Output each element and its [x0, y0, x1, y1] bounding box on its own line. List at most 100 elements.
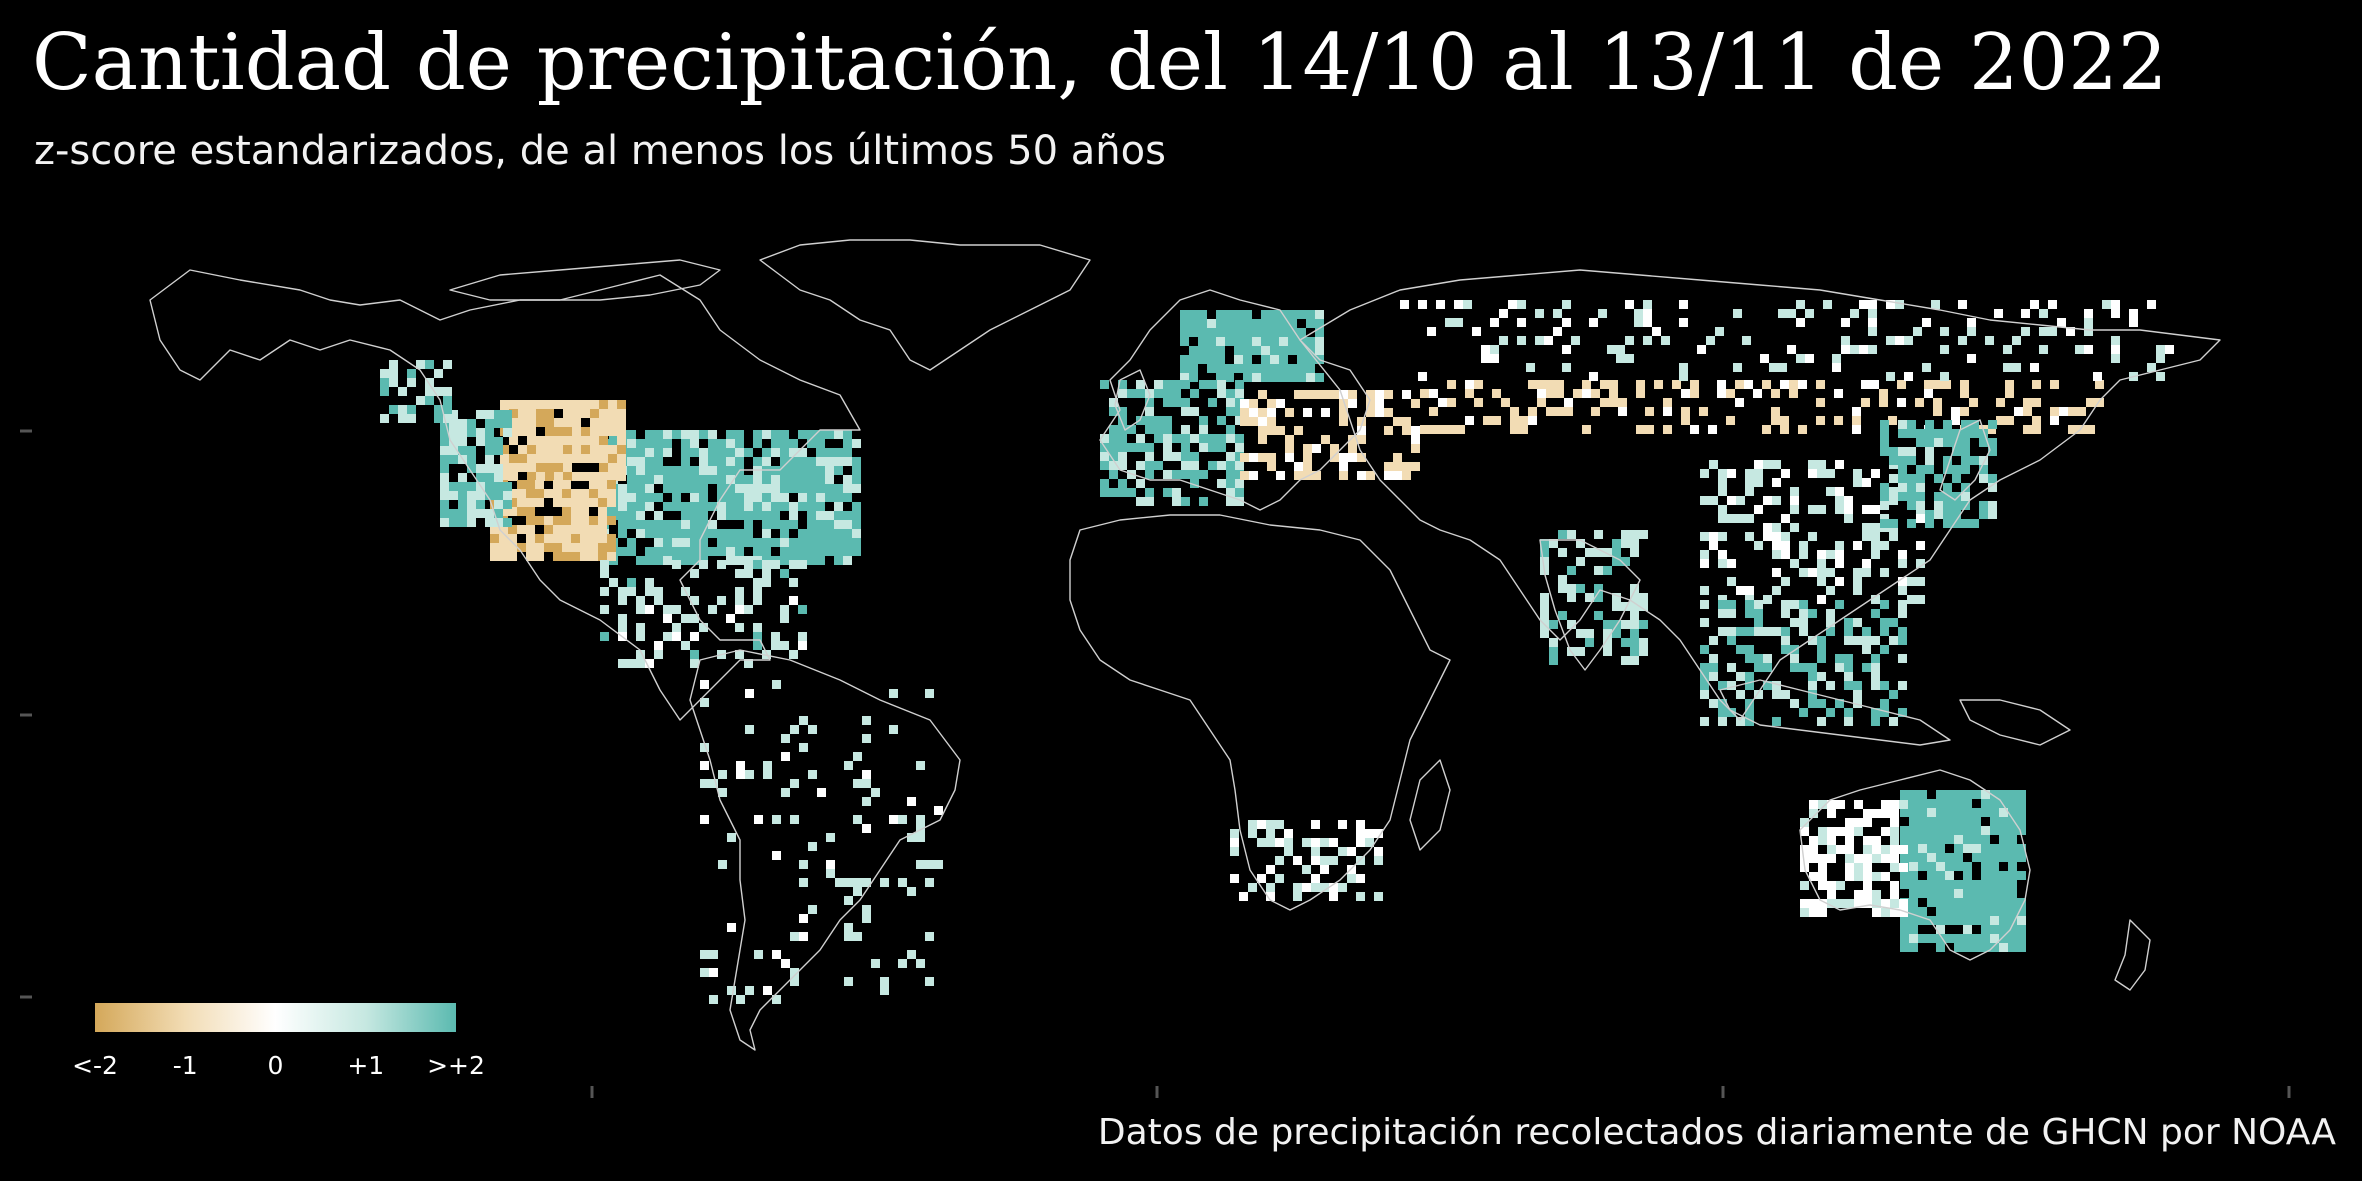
- station-cell: [735, 430, 744, 439]
- station-cell: [1972, 826, 1981, 835]
- station-cell: [843, 556, 852, 565]
- station-cell: [681, 547, 690, 556]
- station-cell: [1890, 908, 1899, 917]
- station-cell: [1257, 820, 1266, 829]
- station-cell: [458, 518, 467, 527]
- station-cell: [1679, 363, 1688, 372]
- station-cell: [1249, 408, 1258, 417]
- station-cell: [1963, 943, 1972, 952]
- station-cell: [589, 552, 598, 561]
- station-cell: [636, 493, 645, 502]
- station-cell: [690, 430, 699, 439]
- station-cell: [1890, 845, 1899, 854]
- station-cell: [527, 472, 536, 481]
- station-cell: [536, 400, 545, 409]
- station-cell: [790, 779, 799, 788]
- station-cell: [517, 525, 526, 534]
- station-cell: [2039, 345, 2048, 354]
- station-cell: [1270, 328, 1279, 337]
- station-cell: [1700, 618, 1709, 627]
- station-cell: [1772, 627, 1781, 636]
- station-cell: [1963, 925, 1972, 934]
- station-cell: [1963, 808, 1972, 817]
- station-cell: [1835, 541, 1844, 550]
- station-cell: [780, 502, 789, 511]
- station-cell: [1967, 318, 1976, 327]
- station-cell: [1972, 880, 1981, 889]
- station-cell: [1288, 328, 1297, 337]
- station-cell: [735, 457, 744, 466]
- station-cell: [536, 436, 545, 445]
- station-cell: [1181, 470, 1190, 479]
- station-cell: [1199, 470, 1208, 479]
- station-cell: [1809, 845, 1818, 854]
- station-cell: [807, 475, 816, 484]
- station-cell: [1302, 865, 1311, 874]
- station-cell: [1315, 337, 1324, 346]
- station-cell: [1109, 398, 1118, 407]
- station-cell: [1945, 826, 1954, 835]
- station-cell: [771, 484, 780, 493]
- station-cell: [1366, 390, 1375, 399]
- station-cell: [1154, 434, 1163, 443]
- station-cell: [1916, 505, 1925, 514]
- station-cell: [1940, 327, 1949, 336]
- station-cell: [663, 529, 672, 538]
- station-cell: [789, 547, 798, 556]
- station-cell: [2165, 345, 2174, 354]
- station-cell: [762, 578, 771, 587]
- station-cell: [1284, 847, 1293, 856]
- station-cell: [1709, 460, 1718, 469]
- station-cell: [1909, 925, 1918, 934]
- station-cell: [1823, 300, 1832, 309]
- station-cell: [735, 547, 744, 556]
- station-cell: [1709, 663, 1718, 672]
- station-cell: [780, 569, 789, 578]
- station-cell: [598, 525, 607, 534]
- station-cell: [645, 448, 654, 457]
- station-cell: [2084, 345, 2093, 354]
- station-cell: [2017, 916, 2026, 925]
- australia-outline: [1799, 769, 2031, 961]
- station-cell: [1972, 934, 1981, 943]
- station-cell: [1230, 829, 1239, 838]
- station-cell: [1999, 817, 2008, 826]
- station-cell: [1603, 638, 1612, 647]
- station-cell: [1490, 318, 1499, 327]
- station-cell: [1118, 416, 1127, 425]
- station-cell: [1827, 854, 1836, 863]
- station-cell: [476, 410, 485, 419]
- station-cell: [1970, 429, 1979, 438]
- station-cell: [1872, 908, 1881, 917]
- station-cell: [1862, 645, 1871, 654]
- station-cell: [1745, 708, 1754, 717]
- station-cell: [1456, 425, 1465, 434]
- station-cell: [1553, 327, 1562, 336]
- station-cell: [2017, 898, 2026, 907]
- station-cell: [798, 493, 807, 502]
- station-cell: [1872, 872, 1881, 881]
- station-cell: [1609, 398, 1618, 407]
- station-cell: [1499, 309, 1508, 318]
- station-cell: [1472, 327, 1481, 336]
- station-cell: [1981, 871, 1990, 880]
- station-cell: [536, 409, 545, 418]
- station-cell: [485, 482, 494, 491]
- station-cell: [1154, 461, 1163, 470]
- station-cell: [1127, 425, 1136, 434]
- station-cell: [1718, 717, 1727, 726]
- station-cell: [744, 475, 753, 484]
- station-cell: [627, 520, 636, 529]
- station-cell: [518, 454, 527, 463]
- station-cell: [1817, 645, 1826, 654]
- station-cell: [1558, 530, 1567, 539]
- station-cell: [2030, 300, 2039, 309]
- station-cell: [1252, 319, 1261, 328]
- station-cell: [1967, 327, 1976, 336]
- station-cell: [636, 457, 645, 466]
- station-cell: [1288, 319, 1297, 328]
- station-cell: [1890, 827, 1899, 836]
- station-cell: [1844, 708, 1853, 717]
- station-cell: [1861, 380, 1870, 389]
- station-cell: [780, 538, 789, 547]
